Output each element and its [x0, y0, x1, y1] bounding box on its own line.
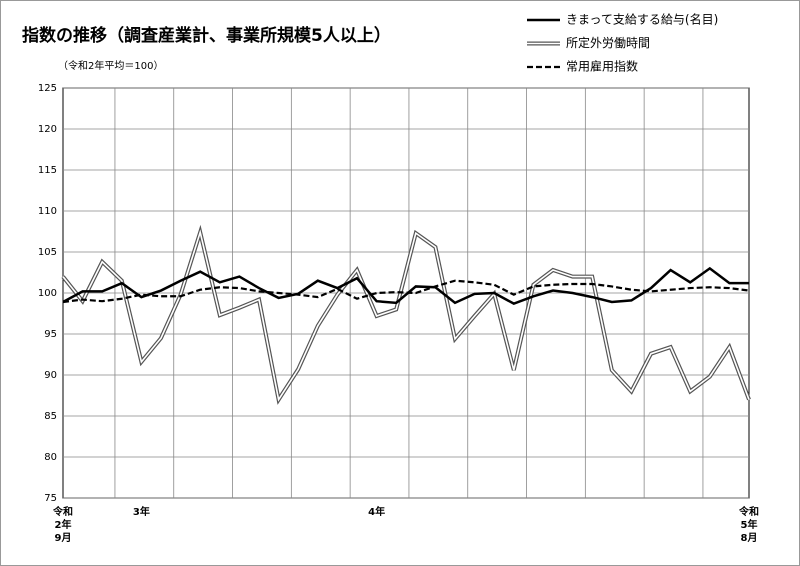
y-tick-label: 80: [44, 452, 57, 463]
line-series: [62, 279, 750, 304]
y-tick-label: 95: [44, 329, 57, 340]
y-tick-label: 105: [38, 247, 57, 258]
line-series-inner: [62, 229, 750, 402]
x-tick-label: 3年: [132, 507, 150, 518]
legend-label: 所定外労働時間: [566, 35, 650, 50]
y-tick-label: 120: [38, 124, 57, 135]
y-tick-label: 125: [38, 83, 57, 94]
y-tick-label: 90: [44, 370, 57, 381]
legend-label: 常用雇用指数: [566, 59, 638, 74]
x-tick-label: 4年: [368, 507, 386, 518]
chart-title: 指数の推移（調査産業計、事業所規模5人以上）: [22, 25, 391, 46]
y-tick-label: 75: [44, 493, 57, 504]
y-tick-label: 115: [38, 165, 57, 176]
chart-subtitle: （令和2年平均＝100）: [58, 59, 163, 72]
y-tick-label: 100: [38, 288, 57, 299]
legend-label: きまって支給する給与(名目): [566, 12, 718, 27]
y-tick-label: 110: [38, 206, 57, 217]
x-tick-label: 令和 2年 9月: [53, 507, 73, 544]
x-tick-label: 令和 5年 8月: [739, 507, 759, 544]
line-series: [62, 266, 749, 306]
y-tick-label: 85: [44, 411, 57, 422]
